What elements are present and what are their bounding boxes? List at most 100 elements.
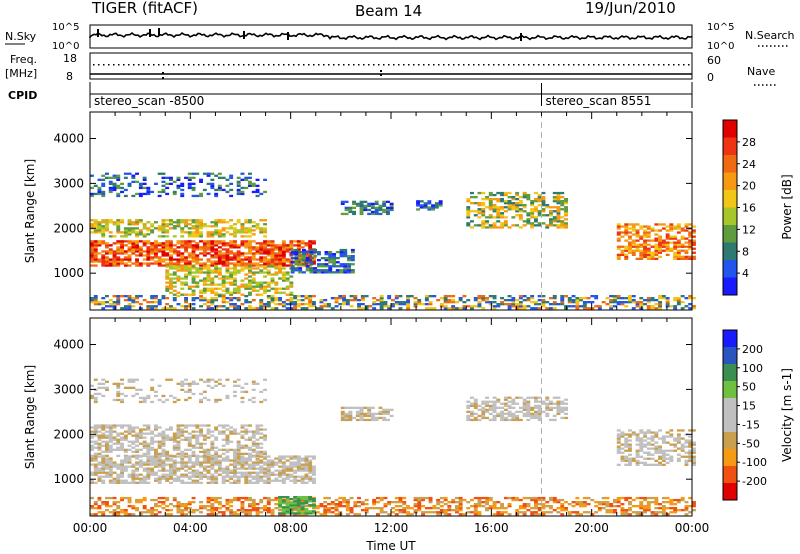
data-cell — [233, 457, 237, 460]
data-cell — [334, 503, 339, 506]
data-cell — [123, 194, 128, 198]
data-cell — [308, 264, 313, 267]
data-cell — [503, 402, 508, 405]
data-cell — [631, 241, 636, 244]
data-cell — [229, 174, 234, 177]
data-cell — [564, 307, 568, 310]
data-cell — [157, 172, 162, 175]
data-cell — [214, 265, 219, 268]
data-cell — [503, 191, 508, 195]
data-cell — [225, 442, 230, 445]
data-cell — [135, 258, 139, 261]
data-cell — [462, 295, 467, 298]
data-cell — [127, 260, 132, 263]
data-cell — [176, 178, 181, 181]
data-cell — [537, 200, 542, 203]
data-cell — [172, 192, 177, 196]
data-cell — [120, 436, 124, 439]
data-cell — [315, 505, 320, 508]
data-cell — [496, 210, 501, 213]
data-cell — [522, 305, 527, 308]
data-cell — [639, 249, 644, 252]
data-cell — [274, 281, 279, 284]
data-cell — [135, 250, 139, 253]
data-cell — [688, 441, 693, 444]
data-cell — [526, 299, 531, 302]
data-cell — [312, 252, 316, 255]
data-cell — [348, 416, 353, 420]
data-cell — [138, 461, 143, 464]
data-cell — [620, 433, 625, 436]
data-cell — [556, 412, 561, 415]
data-cell — [101, 461, 106, 464]
data-cell — [458, 507, 463, 510]
data-cell — [654, 237, 659, 240]
data-cell — [172, 289, 177, 292]
data-cell — [142, 178, 147, 181]
data-cell — [382, 416, 387, 420]
data-cell — [503, 398, 508, 401]
data-cell — [688, 429, 693, 432]
data-cell — [146, 455, 151, 458]
data-cell — [108, 190, 113, 194]
data-cell — [639, 441, 644, 444]
data-cell — [398, 501, 403, 504]
data-cell — [214, 248, 219, 251]
data-cell — [635, 301, 640, 304]
data-cell — [304, 252, 309, 255]
data-cell — [157, 264, 162, 267]
data-cell — [221, 176, 226, 179]
data-cell — [123, 461, 128, 464]
data-cell — [120, 221, 124, 224]
data-cell — [342, 498, 346, 502]
data-cell — [157, 501, 162, 504]
data-cell — [549, 214, 553, 217]
data-cell — [195, 231, 200, 234]
data-cell — [127, 172, 132, 175]
data-cell — [176, 455, 181, 458]
data-cell — [665, 297, 670, 300]
data-cell — [635, 439, 640, 442]
data-cell — [340, 200, 345, 203]
data-cell — [233, 450, 237, 453]
data-cell — [643, 251, 647, 254]
data-cell — [534, 503, 538, 506]
data-cell — [628, 457, 632, 460]
data-cell — [138, 184, 143, 187]
data-cell — [127, 184, 132, 187]
data-cell — [643, 439, 647, 442]
data-cell — [676, 453, 681, 456]
data-cell — [293, 463, 298, 466]
data-cell — [233, 223, 237, 226]
data-cell — [387, 305, 392, 308]
data-cell — [105, 454, 109, 457]
data-cell — [131, 229, 136, 232]
data-cell — [296, 475, 301, 478]
data-cell — [202, 436, 207, 439]
data-cell — [184, 250, 188, 253]
data-cell — [374, 206, 379, 209]
data-cell — [278, 299, 282, 302]
data-cell — [274, 244, 279, 247]
data-cell — [244, 252, 249, 255]
nave-dot — [358, 64, 360, 66]
data-cell — [206, 471, 211, 474]
data-cell — [165, 219, 170, 222]
data-cell — [296, 305, 301, 308]
data-cell — [359, 408, 364, 411]
nave-dot — [673, 64, 675, 66]
data-cell — [195, 440, 200, 443]
data-cell — [240, 172, 245, 175]
data-cell — [206, 260, 211, 263]
data-cell — [552, 216, 557, 219]
data-cell — [643, 461, 647, 464]
data-cell — [355, 202, 360, 205]
data-cell — [266, 475, 271, 478]
nave-dot — [223, 64, 225, 66]
data-cell — [135, 473, 139, 476]
data-cell — [312, 258, 316, 261]
nave-dot — [273, 64, 275, 66]
data-cell — [244, 382, 249, 385]
data-cell — [335, 251, 340, 254]
nave-dot — [483, 64, 485, 66]
